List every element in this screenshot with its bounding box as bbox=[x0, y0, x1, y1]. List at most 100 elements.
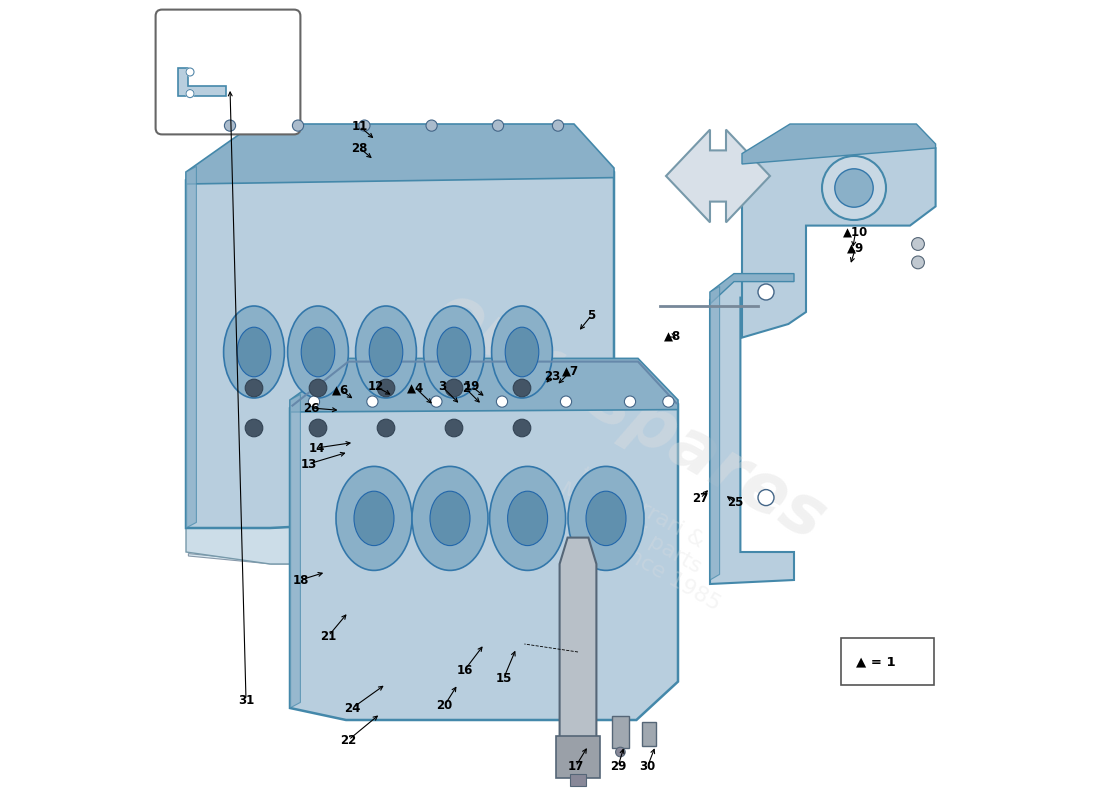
Text: 15: 15 bbox=[495, 672, 512, 685]
Circle shape bbox=[446, 419, 463, 437]
Circle shape bbox=[912, 238, 924, 250]
Text: 27: 27 bbox=[692, 492, 708, 505]
Circle shape bbox=[663, 396, 674, 407]
Polygon shape bbox=[710, 274, 794, 304]
Ellipse shape bbox=[505, 327, 539, 377]
Circle shape bbox=[514, 419, 531, 437]
Ellipse shape bbox=[586, 491, 626, 546]
Circle shape bbox=[912, 256, 924, 269]
Circle shape bbox=[758, 284, 774, 300]
Text: ▲4: ▲4 bbox=[407, 382, 425, 394]
Circle shape bbox=[496, 396, 507, 407]
Circle shape bbox=[245, 419, 263, 437]
Circle shape bbox=[446, 379, 463, 397]
Polygon shape bbox=[186, 512, 614, 564]
Polygon shape bbox=[186, 128, 614, 528]
Text: 26: 26 bbox=[304, 402, 320, 414]
Ellipse shape bbox=[437, 327, 471, 377]
Text: ▲10: ▲10 bbox=[843, 226, 868, 238]
Polygon shape bbox=[560, 538, 596, 762]
Polygon shape bbox=[666, 130, 770, 222]
Ellipse shape bbox=[370, 327, 403, 377]
FancyBboxPatch shape bbox=[155, 10, 300, 134]
Circle shape bbox=[359, 120, 370, 131]
Text: 18: 18 bbox=[293, 574, 309, 586]
Ellipse shape bbox=[412, 466, 488, 570]
Text: 20: 20 bbox=[437, 699, 452, 712]
Ellipse shape bbox=[490, 466, 565, 570]
Polygon shape bbox=[186, 124, 614, 184]
Ellipse shape bbox=[336, 466, 412, 570]
Circle shape bbox=[616, 747, 625, 757]
Circle shape bbox=[224, 120, 235, 131]
Ellipse shape bbox=[287, 306, 349, 398]
Bar bbox=[556, 736, 601, 778]
Ellipse shape bbox=[507, 491, 548, 546]
Ellipse shape bbox=[355, 306, 417, 398]
Circle shape bbox=[309, 379, 327, 397]
Text: 2: 2 bbox=[462, 382, 470, 395]
Polygon shape bbox=[290, 394, 300, 708]
Ellipse shape bbox=[223, 306, 285, 398]
Ellipse shape bbox=[492, 306, 552, 398]
Text: 19: 19 bbox=[463, 380, 480, 393]
Circle shape bbox=[309, 419, 327, 437]
Text: 13: 13 bbox=[300, 458, 317, 470]
Polygon shape bbox=[710, 280, 794, 584]
Text: the Ferrari &
Maserati parts
specialist since 1985: the Ferrari & Maserati parts specialist … bbox=[513, 441, 748, 615]
Polygon shape bbox=[290, 358, 678, 412]
Circle shape bbox=[366, 396, 378, 407]
Circle shape bbox=[377, 379, 395, 397]
Text: 30: 30 bbox=[639, 760, 656, 773]
Circle shape bbox=[293, 120, 304, 131]
Text: 14: 14 bbox=[308, 442, 324, 454]
Circle shape bbox=[431, 396, 442, 407]
Ellipse shape bbox=[301, 327, 334, 377]
Text: 3: 3 bbox=[438, 380, 447, 393]
Circle shape bbox=[514, 379, 531, 397]
Polygon shape bbox=[742, 124, 936, 164]
Circle shape bbox=[377, 419, 395, 437]
Ellipse shape bbox=[238, 327, 271, 377]
Circle shape bbox=[560, 396, 572, 407]
Circle shape bbox=[426, 120, 437, 131]
Circle shape bbox=[552, 120, 563, 131]
Polygon shape bbox=[742, 130, 936, 338]
Text: 12: 12 bbox=[367, 380, 384, 393]
Polygon shape bbox=[186, 166, 197, 528]
Ellipse shape bbox=[424, 306, 484, 398]
FancyBboxPatch shape bbox=[842, 638, 934, 685]
Circle shape bbox=[625, 396, 636, 407]
Text: 29: 29 bbox=[609, 760, 626, 773]
Circle shape bbox=[758, 490, 774, 506]
Text: 25: 25 bbox=[727, 496, 744, 509]
Text: ▲ = 1: ▲ = 1 bbox=[856, 655, 895, 668]
Ellipse shape bbox=[835, 169, 873, 207]
Polygon shape bbox=[178, 68, 226, 96]
Text: 21: 21 bbox=[320, 630, 337, 642]
Text: 23: 23 bbox=[544, 370, 561, 382]
Text: ▲6: ▲6 bbox=[332, 383, 349, 396]
Ellipse shape bbox=[430, 491, 470, 546]
Ellipse shape bbox=[822, 156, 886, 220]
Text: ▲9: ▲9 bbox=[847, 242, 865, 254]
Text: ▲7: ▲7 bbox=[562, 365, 580, 378]
Polygon shape bbox=[290, 364, 678, 720]
Bar bbox=[642, 722, 657, 746]
Ellipse shape bbox=[568, 466, 644, 570]
Text: 22: 22 bbox=[340, 734, 356, 746]
Text: 17: 17 bbox=[568, 760, 584, 773]
Circle shape bbox=[308, 396, 320, 407]
Text: 24: 24 bbox=[344, 702, 361, 714]
Text: 31: 31 bbox=[238, 694, 254, 706]
Text: ▲8: ▲8 bbox=[663, 330, 681, 342]
Polygon shape bbox=[188, 542, 613, 564]
Circle shape bbox=[245, 379, 263, 397]
Text: eurospares: eurospares bbox=[424, 277, 837, 555]
Ellipse shape bbox=[354, 491, 394, 546]
Bar bbox=[570, 774, 586, 786]
Text: 11: 11 bbox=[352, 120, 367, 133]
Text: 5: 5 bbox=[587, 309, 596, 322]
Bar bbox=[612, 716, 629, 748]
Text: 16: 16 bbox=[456, 664, 473, 677]
